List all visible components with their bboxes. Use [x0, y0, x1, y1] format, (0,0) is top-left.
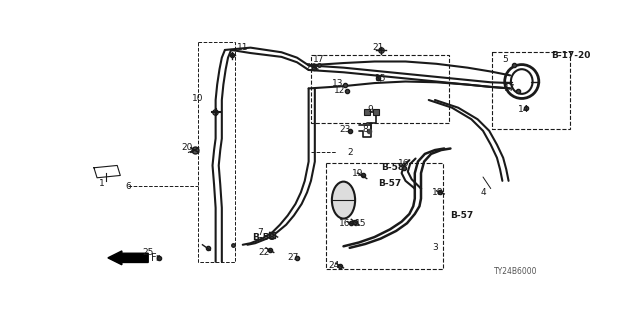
- Text: 8: 8: [362, 125, 368, 134]
- Text: B-58: B-58: [252, 233, 275, 242]
- Text: 2: 2: [347, 148, 353, 157]
- Text: 12: 12: [334, 86, 346, 95]
- Text: 26: 26: [305, 63, 317, 72]
- Text: 6: 6: [125, 182, 131, 191]
- Text: 23: 23: [339, 125, 351, 134]
- Text: 27: 27: [287, 253, 299, 262]
- Text: 18: 18: [432, 188, 444, 197]
- Text: 16: 16: [398, 159, 410, 168]
- Text: 16: 16: [339, 219, 351, 228]
- Text: B-58: B-58: [381, 163, 404, 172]
- Text: B-17-20: B-17-20: [551, 51, 591, 60]
- Text: 15: 15: [375, 74, 387, 83]
- Bar: [492, 52, 570, 129]
- Text: 21: 21: [372, 43, 384, 52]
- Text: 25: 25: [143, 248, 154, 257]
- Text: 10: 10: [192, 94, 204, 103]
- Text: 13: 13: [332, 78, 343, 88]
- Text: 15: 15: [355, 219, 366, 228]
- Text: 4: 4: [480, 188, 486, 197]
- Text: 17: 17: [313, 55, 324, 64]
- Bar: [326, 163, 443, 269]
- FancyArrow shape: [108, 251, 148, 265]
- Text: 5: 5: [502, 55, 508, 64]
- Text: 14: 14: [518, 105, 529, 114]
- Text: 24: 24: [328, 261, 340, 270]
- Text: 11: 11: [237, 43, 248, 52]
- Text: B-57: B-57: [378, 179, 402, 188]
- Bar: [198, 42, 235, 262]
- Text: 3: 3: [432, 243, 438, 252]
- Ellipse shape: [332, 182, 355, 219]
- Text: 7: 7: [257, 228, 262, 237]
- Text: TY24B6000: TY24B6000: [493, 267, 537, 276]
- Text: 19: 19: [352, 169, 364, 178]
- Text: 20: 20: [181, 143, 193, 152]
- Text: 17: 17: [504, 84, 516, 93]
- Text: 1: 1: [99, 179, 104, 188]
- Bar: [311, 55, 449, 123]
- Text: B-57: B-57: [451, 211, 474, 220]
- Text: Fr.: Fr.: [151, 253, 163, 263]
- Text: 22: 22: [259, 248, 270, 257]
- Text: 9: 9: [367, 105, 372, 114]
